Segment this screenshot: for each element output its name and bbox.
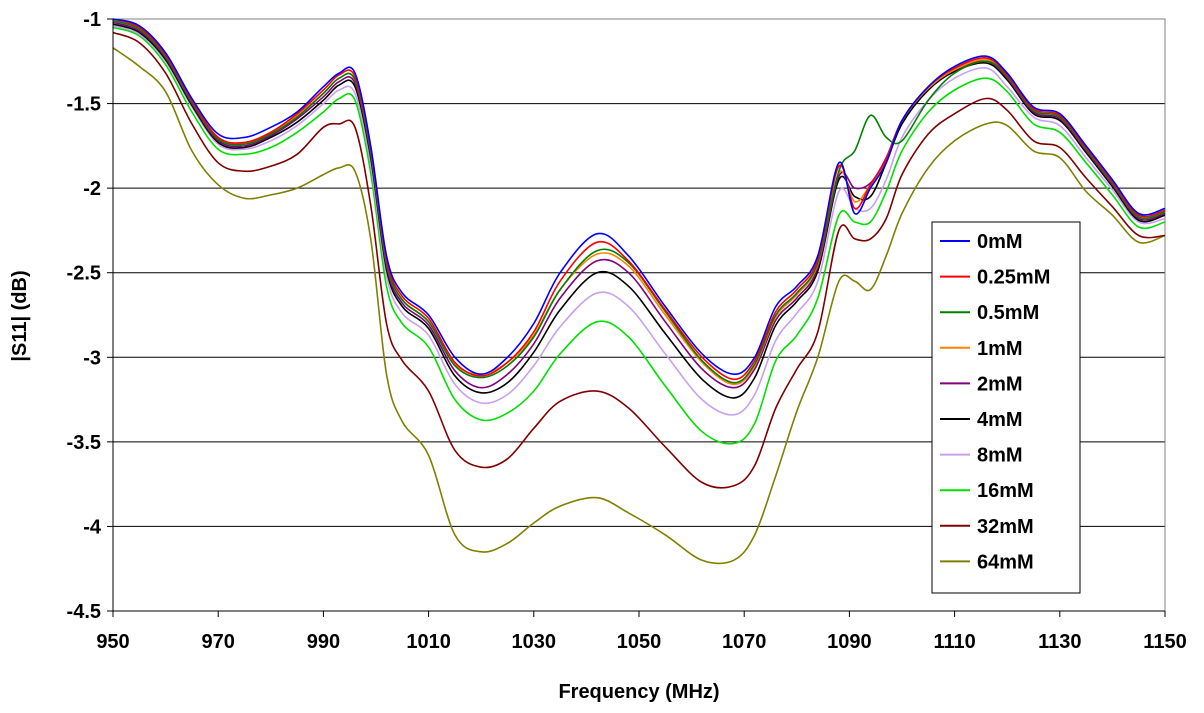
- legend-label: 0.5mM: [977, 302, 1039, 324]
- series-lines: [112, 18, 1166, 565]
- x-tick-label: 1050: [617, 631, 662, 653]
- legend-label: 16mM: [977, 480, 1034, 502]
- x-tick-label: 1010: [406, 631, 451, 653]
- x-tick-label: 1090: [827, 631, 872, 653]
- legend-label: 8mM: [977, 445, 1023, 467]
- x-axis-title: Frequency (MHz): [558, 681, 719, 703]
- gridlines: [113, 18, 1165, 612]
- legend-label: 0.25mM: [977, 267, 1050, 289]
- legend-label: 0mM: [977, 231, 1023, 253]
- x-tick-label: 1030: [512, 631, 557, 653]
- legend-label: 32mM: [977, 516, 1034, 538]
- x-tick-label: 990: [307, 631, 340, 653]
- x-tick-label: 1150: [1143, 631, 1186, 653]
- series-line-16mM: [112, 26, 1166, 445]
- series-line-32mM: [112, 31, 1166, 489]
- x-tick-label: 1110: [933, 631, 975, 653]
- y-tick-label: -2: [83, 178, 101, 200]
- series-line-4mM: [112, 23, 1166, 399]
- series-line-1mM: [112, 19, 1166, 386]
- x-axis-ticks: 950 970 990 1010 1030 1050 1070 1090 1110 1130 115…: [96, 19, 1187, 653]
- series-line-0.25mM: [112, 18, 1166, 381]
- y-tick-label: -4: [83, 516, 102, 538]
- x-tick-label: 1070: [722, 631, 767, 653]
- y-tick-label: -3: [83, 347, 101, 369]
- legend-label: 2mM: [977, 373, 1023, 395]
- y-tick-label: -1.5: [67, 94, 101, 116]
- legend-box: [931, 221, 1081, 594]
- legend: 0mM 0.25mM 0.5mM 1mM 2mM 4mM 8mM 16mM 32mM 64mM: [931, 221, 1081, 594]
- y-axis-title: |S11| (dB): [9, 270, 31, 361]
- x-tick-label: 970: [202, 631, 235, 653]
- legend-label: 4mM: [977, 409, 1023, 431]
- y-axis-ticks: -1 -1.5 -2 -2.5 -3 -3.5 -4 -4.5: [67, 9, 113, 623]
- y-tick-label: -3.5: [67, 432, 101, 454]
- legend-label: 64mM: [977, 551, 1034, 573]
- x-tick-label: 950: [96, 631, 129, 653]
- y-tick-label: -2.5: [67, 263, 101, 285]
- series-line-8mM: [112, 25, 1166, 416]
- y-tick-label: -4.5: [67, 601, 101, 623]
- series-line-64mM: [112, 47, 1166, 565]
- y-tick-label: -1: [83, 9, 101, 31]
- x-tick-label: 1130: [1038, 631, 1081, 653]
- legend-label: 1mM: [977, 338, 1023, 360]
- series-line-0mM: [112, 18, 1166, 376]
